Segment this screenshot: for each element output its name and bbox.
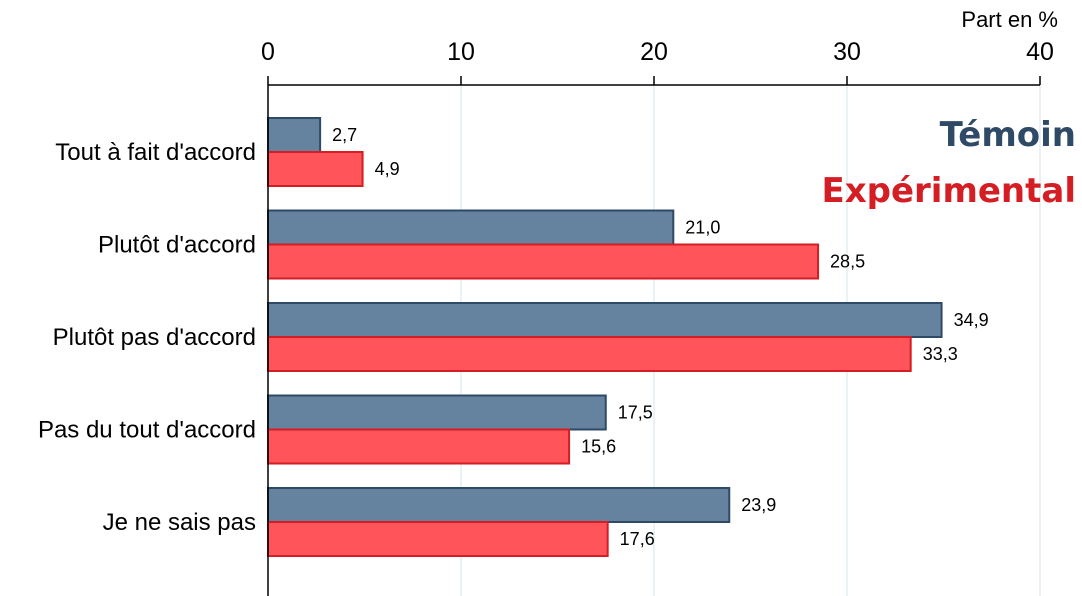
bar <box>267 302 943 338</box>
x-tick-label: 20 <box>640 38 668 66</box>
data-labels: 2,7 4,9 21,0 28,5 34,9 33,3 17,515,6 23,9 17,6 <box>332 125 989 549</box>
legend-entry: Expérimental <box>821 171 1076 211</box>
x-tick-label: 10 <box>447 38 475 66</box>
bar <box>267 117 322 153</box>
data-label: 15,6 <box>581 437 616 457</box>
category-label: Plutôt pas d'accord <box>53 324 256 351</box>
x-axis-ticks: 0 10 20 30 40 <box>261 38 1054 85</box>
data-label: 4,9 <box>375 159 400 179</box>
category-label: Je ne sais pas <box>103 509 256 536</box>
legend-entry: Témoin <box>940 115 1076 155</box>
data-label: 28,5 <box>830 252 865 272</box>
data-label: 21,0 <box>685 218 720 238</box>
bar <box>267 521 609 557</box>
bar <box>267 151 364 187</box>
x-tick-label: 30 <box>833 38 861 66</box>
bar <box>267 336 912 372</box>
bar <box>267 209 675 246</box>
category-label: Pas du tout d'accord <box>38 417 256 444</box>
x-axis-title: Part en % <box>961 7 1058 32</box>
legend: Témoin Expérimental <box>821 115 1076 211</box>
category-label: Plutôt d'accord <box>98 232 256 259</box>
x-tick-label: 0 <box>261 38 275 66</box>
data-label: 2,7 <box>332 125 357 145</box>
bar <box>267 394 607 431</box>
category-label: Tout à fait d'accord <box>55 139 256 166</box>
bar <box>267 428 571 465</box>
data-label: 23,9 <box>741 495 776 515</box>
data-label: 17,6 <box>620 529 655 549</box>
data-label: 17,5 <box>618 403 653 423</box>
data-label: 33,3 <box>923 344 958 364</box>
bars <box>267 117 943 557</box>
bar <box>267 243 820 280</box>
bar <box>267 487 731 523</box>
data-label: 34,9 <box>954 310 989 330</box>
x-tick-label: 40 <box>1026 38 1054 66</box>
category-labels: Tout à fait d'accord Plutôt d'accord Plutô… <box>38 139 256 536</box>
